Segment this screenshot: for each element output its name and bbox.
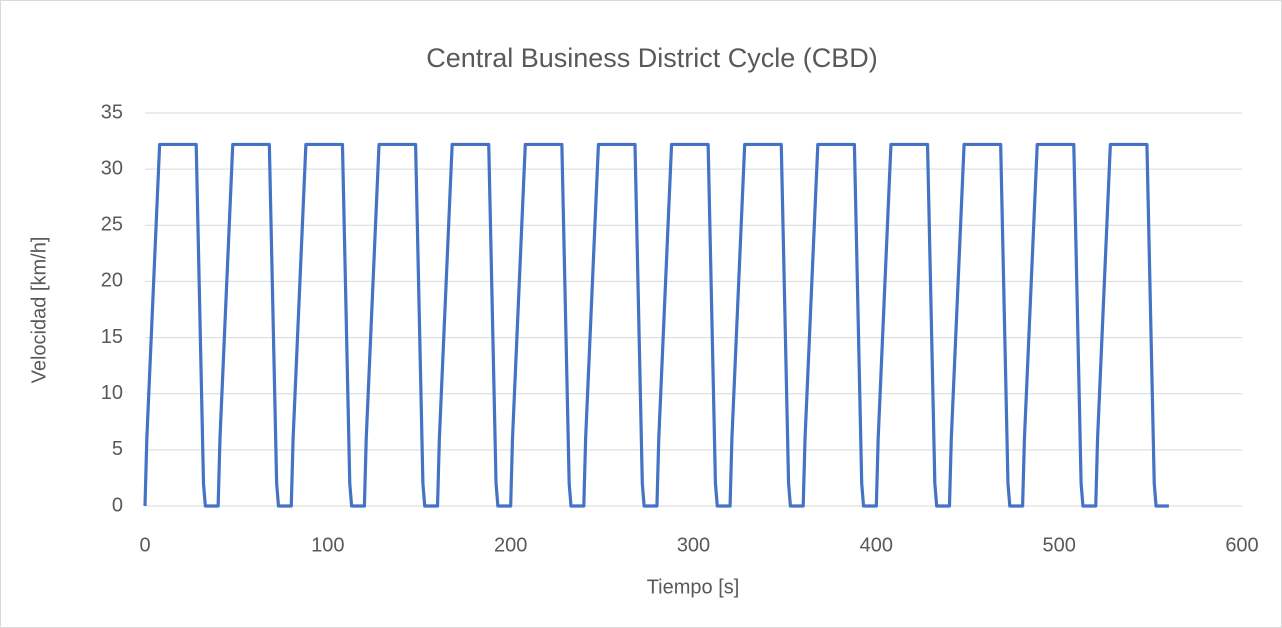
x-tick-label: 200 [494,534,527,556]
y-axis-label: Velocidad [km/h] [28,237,50,384]
y-tick-label: 35 [101,101,123,123]
data-line [143,142,1169,508]
x-tick-label: 600 [1225,534,1258,556]
y-tick-label: 20 [101,270,123,292]
y-tick-label: 25 [101,214,123,236]
y-tick-label: 5 [112,438,123,460]
x-axis-label: Tiempo [s] [647,576,740,598]
x-tick-label: 100 [311,534,344,556]
chart-title: Central Business District Cycle (CBD) [426,43,878,73]
x-tick-label: 500 [1042,534,1075,556]
y-tick-label: 0 [112,494,123,516]
x-tick-label: 300 [677,534,710,556]
y-tick-label: 15 [101,326,123,348]
x-tick-label: 0 [139,534,150,556]
y-tick-label: 30 [101,157,123,179]
x-tick-label: 400 [860,534,893,556]
y-tick-label: 10 [101,382,123,404]
